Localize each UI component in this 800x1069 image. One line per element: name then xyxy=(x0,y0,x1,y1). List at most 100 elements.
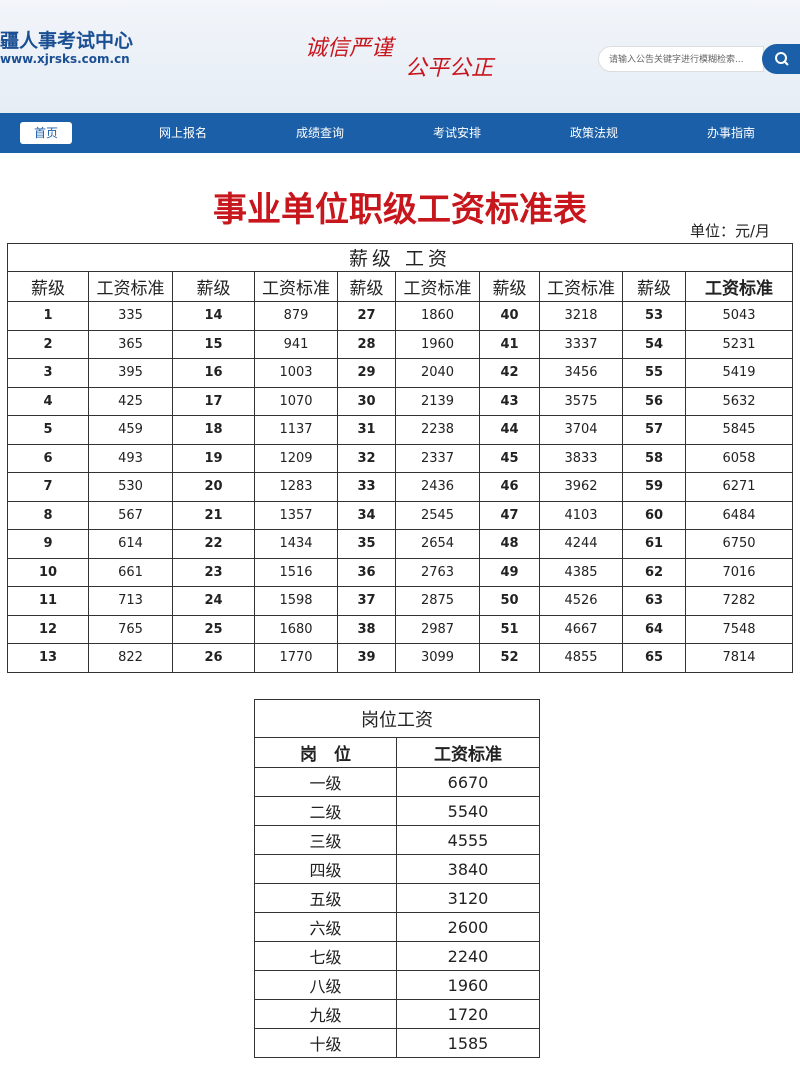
column-header: 薪级 xyxy=(622,271,686,302)
salary-cell: 4555 xyxy=(396,825,540,855)
salary-cell: 5043 xyxy=(684,301,794,331)
table-caption: 岗位工资 xyxy=(254,699,540,738)
table-row: 五级 3120 xyxy=(254,883,540,913)
level-cell: 9 xyxy=(7,529,89,559)
level-cell: 33 xyxy=(337,472,396,502)
table-row: 1 335 14 879 27 1860 40 3218 53 5043 xyxy=(7,301,794,331)
table-row: 三级 4555 xyxy=(254,825,540,855)
salary-cell: 6058 xyxy=(684,443,794,473)
salary-cell: 3120 xyxy=(396,883,540,913)
post-cell: 十级 xyxy=(254,1028,397,1058)
salary-cell: 2040 xyxy=(395,358,480,388)
level-cell: 29 xyxy=(337,358,396,388)
salary-cell: 2875 xyxy=(395,586,480,616)
salary-cell: 2600 xyxy=(396,912,540,942)
column-header: 薪级 xyxy=(172,271,255,302)
level-cell: 37 xyxy=(337,586,396,616)
nav-item[interactable]: 考试安排 xyxy=(432,126,481,140)
salary-cell: 335 xyxy=(88,301,173,331)
salary-cell: 2763 xyxy=(395,557,480,587)
salary-cell: 4855 xyxy=(539,643,623,673)
column-header: 工资标准 xyxy=(88,271,173,302)
salary-cell: 3456 xyxy=(539,358,623,388)
salary-cell: 3704 xyxy=(539,415,623,445)
salary-cell: 6484 xyxy=(684,500,794,530)
column-header: 工资标准 xyxy=(395,271,480,302)
salary-cell: 2654 xyxy=(395,529,480,559)
search-input[interactable]: 请输入公告关键字进行模糊检索... xyxy=(598,46,764,72)
salary-cell: 1960 xyxy=(396,970,540,1000)
nav-item[interactable]: 首页 xyxy=(20,122,72,144)
level-cell: 3 xyxy=(7,358,89,388)
level-cell: 55 xyxy=(622,358,686,388)
salary-cell: 5419 xyxy=(684,358,794,388)
level-cell: 50 xyxy=(479,586,540,616)
salary-cell: 6670 xyxy=(396,767,540,797)
slogan: 诚信严谨 xyxy=(305,36,394,61)
table-row: 2 365 15 941 28 1960 41 3337 54 5231 xyxy=(7,329,794,359)
salary-cell: 614 xyxy=(88,529,173,559)
search-button[interactable] xyxy=(762,44,800,74)
caption-row: 薪级 工资 xyxy=(6,243,794,272)
table-row: 12 765 25 1680 38 2987 51 4667 64 7548 xyxy=(7,614,794,644)
level-cell: 57 xyxy=(622,415,686,445)
level-cell: 16 xyxy=(172,358,255,388)
salary-cell: 567 xyxy=(88,500,173,530)
level-cell: 48 xyxy=(479,529,540,559)
level-cell: 27 xyxy=(337,301,396,331)
salary-cell: 2240 xyxy=(396,941,540,971)
level-cell: 44 xyxy=(479,415,540,445)
level-cell: 41 xyxy=(479,329,540,359)
salary-cell: 1960 xyxy=(395,329,480,359)
level-cell: 34 xyxy=(337,500,396,530)
level-cell: 58 xyxy=(622,443,686,473)
salary-cell: 6750 xyxy=(684,529,794,559)
level-cell: 47 xyxy=(479,500,540,530)
level-cell: 42 xyxy=(479,358,540,388)
level-cell: 40 xyxy=(479,301,540,331)
column-header: 工资标准 xyxy=(684,271,794,302)
salary-cell: 4667 xyxy=(539,614,623,644)
nav-item[interactable]: 网上报名 xyxy=(158,126,207,140)
level-cell: 17 xyxy=(172,386,255,416)
salary-cell: 1720 xyxy=(396,999,540,1029)
post-cell: 三级 xyxy=(254,825,397,855)
salary-cell: 4103 xyxy=(539,500,623,530)
salary-cell: 3218 xyxy=(539,301,623,331)
post-table: 岗位工资岗 位工资标准 一级 6670 二级 5540 三级 4555 四级 3840 五级 312… xyxy=(254,699,540,1058)
salary-cell: 2139 xyxy=(395,386,480,416)
nav-item[interactable]: 办事指南 xyxy=(706,126,755,140)
level-cell: 52 xyxy=(479,643,540,673)
table-row: 十级 1585 xyxy=(254,1028,540,1058)
table-row: 7 530 20 1283 33 2436 46 3962 59 6271 xyxy=(7,472,794,502)
column-header: 岗 位 xyxy=(254,737,397,768)
level-cell: 43 xyxy=(479,386,540,416)
salary-cell: 1283 xyxy=(254,472,338,502)
level-cell: 60 xyxy=(622,500,686,530)
level-cell: 28 xyxy=(337,329,396,359)
salary-cell: 365 xyxy=(88,329,173,359)
unit-note: 单位：元/月 xyxy=(689,222,770,240)
level-cell: 4 xyxy=(7,386,89,416)
salary-cell: 6271 xyxy=(684,472,794,502)
post-cell: 一级 xyxy=(254,767,397,797)
table-row: 10 661 23 1516 36 2763 49 4385 62 7016 xyxy=(7,557,794,587)
salary-cell: 425 xyxy=(88,386,173,416)
level-cell: 20 xyxy=(172,472,255,502)
salary-cell: 3833 xyxy=(539,443,623,473)
nav-item[interactable]: 成绩查询 xyxy=(295,126,344,140)
salary-cell: 3337 xyxy=(539,329,623,359)
salary-cell: 530 xyxy=(88,472,173,502)
salary-cell: 1357 xyxy=(254,500,338,530)
salary-cell: 3962 xyxy=(539,472,623,502)
nav-item[interactable]: 政策法规 xyxy=(569,126,618,140)
salary-cell: 7282 xyxy=(684,586,794,616)
post-cell: 六级 xyxy=(254,912,397,942)
table-row: 二级 5540 xyxy=(254,796,540,826)
salary-cell: 4385 xyxy=(539,557,623,587)
level-cell: 62 xyxy=(622,557,686,587)
level-cell: 46 xyxy=(479,472,540,502)
page-title: 事业单位职级工资标准表 xyxy=(213,190,587,230)
header-row: 岗 位工资标准 xyxy=(254,737,540,768)
post-cell: 四级 xyxy=(254,854,397,884)
